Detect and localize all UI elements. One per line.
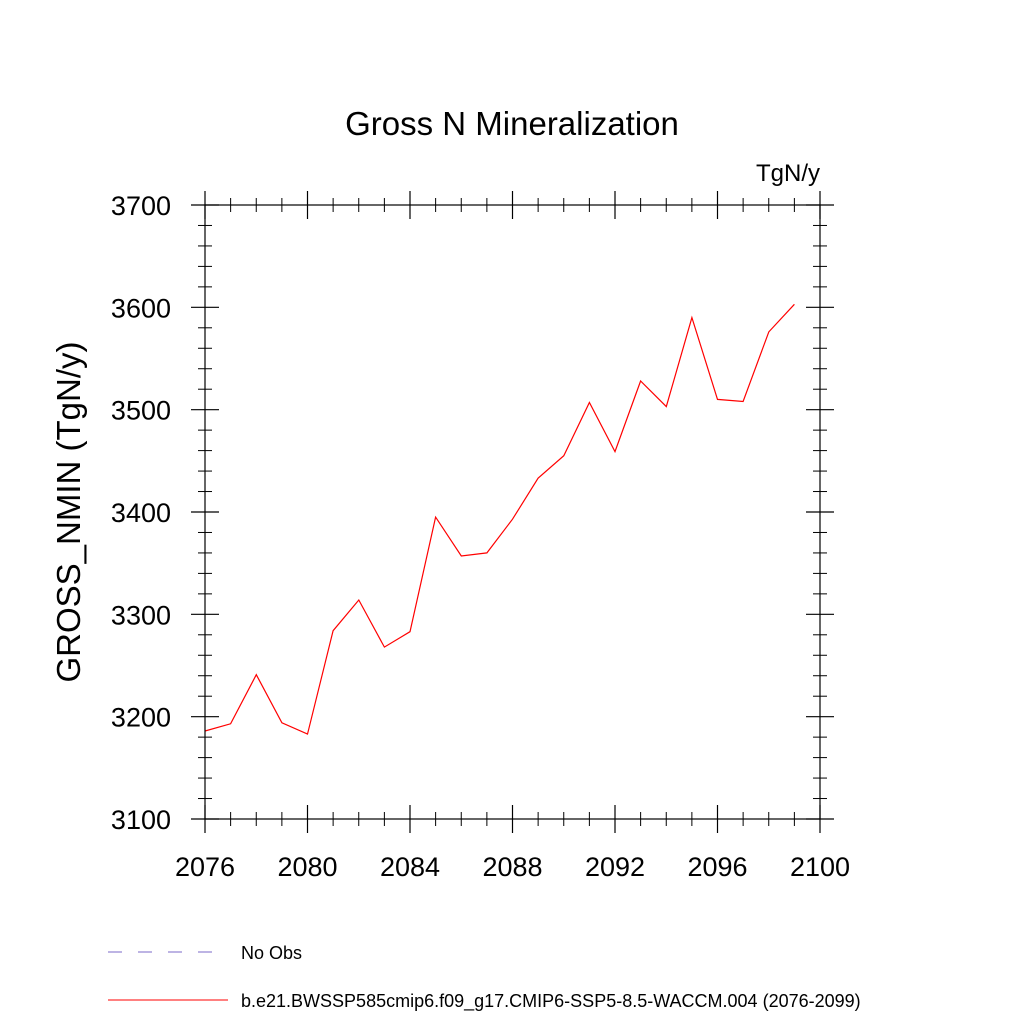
x-tick-label: 2084 — [380, 852, 440, 882]
x-tick-labels: 2076 2080 2084 2088 2092 2096 2100 — [175, 852, 850, 882]
y-tick-labels: 3100 3200 3300 3400 3500 3600 3700 — [111, 191, 171, 835]
x-tick-label: 2100 — [790, 852, 850, 882]
y-tick-label: 3300 — [111, 600, 171, 630]
y-tick-label: 3600 — [111, 293, 171, 323]
minor-ticks — [198, 198, 827, 826]
x-tick-label: 2088 — [482, 852, 542, 882]
y-tick-label: 3500 — [111, 396, 171, 426]
legend: No Obs b.e21.BWSSP585cmip6.f09_g17.CMIP6-… — [108, 943, 861, 1012]
legend-label: No Obs — [241, 943, 302, 963]
legend-label: b.e21.BWSSP585cmip6.f09_g17.CMIP6-SSP5-8… — [241, 991, 861, 1012]
y-tick-label: 3100 — [111, 805, 171, 835]
plot-frame — [204, 204, 821, 820]
units-label: TgN/y — [756, 160, 820, 187]
x-tick-label: 2092 — [585, 852, 645, 882]
y-tick-label: 3400 — [111, 498, 171, 528]
chart-title: Gross N Mineralization — [345, 105, 679, 142]
major-ticks — [191, 191, 834, 833]
y-tick-label: 3200 — [111, 703, 171, 733]
x-tick-label: 2096 — [687, 852, 747, 882]
series-layer — [204, 303, 795, 735]
x-tick-label: 2076 — [175, 852, 235, 882]
y-axis-title: GROSS_NMIN (TgN/y) — [50, 341, 87, 682]
x-tick-label: 2080 — [277, 852, 337, 882]
series-line — [204, 303, 795, 735]
y-tick-label: 3700 — [111, 191, 171, 221]
